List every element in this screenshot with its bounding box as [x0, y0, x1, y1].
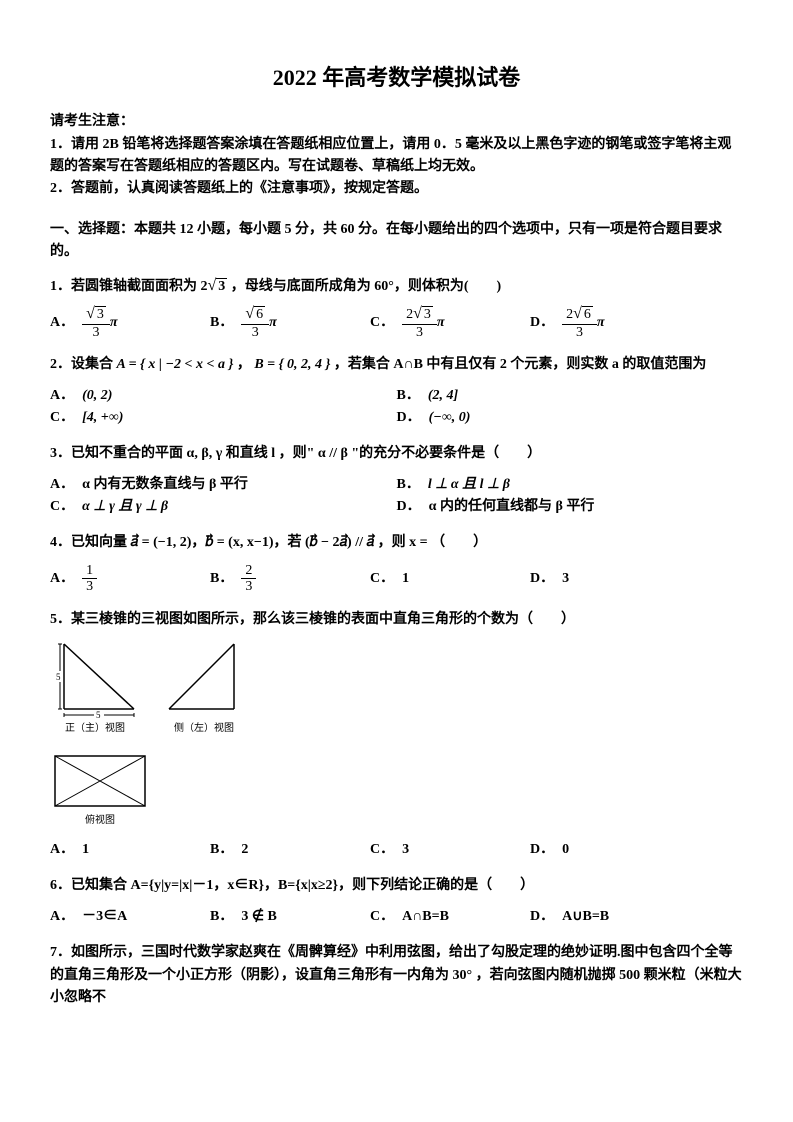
- q6-opt-B: B．3 ∉ B: [210, 906, 330, 928]
- q6-opt-C: C．A∩B=B: [370, 906, 490, 928]
- q3-options-row2: C．α ⊥ γ 且 γ ⊥ β D．α 内的任何直线都与 β 平行: [50, 496, 743, 518]
- page-title: 2022 年高考数学模拟试卷: [50, 60, 743, 95]
- question-6: 6．已知集合 A={y|y=|x|－1，x∈R}，B={x|x≥2}，则下列结论…: [50, 875, 743, 897]
- q1-opt-B: B． √63π: [210, 306, 330, 340]
- q2-prefix: 2．设集合: [50, 357, 117, 372]
- q4-opt-C: C．1: [370, 563, 490, 595]
- q5-options: A．1 B．2 C．3 D．0: [50, 839, 743, 861]
- q2-opt-A: A．(0, 2): [50, 385, 357, 407]
- q2-suffix: ，若集合 A∩B 中有且仅有 2 个元素，则实数 a 的取值范围为: [334, 357, 707, 372]
- instructions-block: 请考生注意： 1．请用 2B 铅笔将选择题答案涂填在答题纸相应位置上，请用 0．…: [50, 111, 743, 201]
- q3-options-row1: A．α 内有无数条直线与 β 平行 B．l ⊥ α 且 l ⊥ β: [50, 474, 743, 496]
- question-4: 4．已知向量 𝑎⃗ = (−1, 2)，𝑏⃗ = (x, x−1)，若 (𝑏⃗ …: [50, 532, 743, 554]
- q3-opt-A: A．α 内有无数条直线与 β 平行: [50, 474, 357, 496]
- q2-opt-B: B．(2, 4]: [397, 385, 704, 407]
- instructions-line1: 1．请用 2B 铅笔将选择题答案涂填在答题纸相应位置上，请用 0．5 毫米及以上…: [50, 134, 743, 179]
- side-view-label: 侧（左）视图: [164, 721, 244, 737]
- instructions-line2: 2．答题前，认真阅读答题纸上的《注意事项》，按规定答题。: [50, 178, 743, 200]
- q5-diagrams-row1: 5 5 正（主）视图 侧（左）视图: [50, 639, 743, 743]
- q6-opt-D: D．A∪B=B: [530, 906, 650, 928]
- q3-opt-B: B．l ⊥ α 且 l ⊥ β: [397, 474, 704, 496]
- top-view-block: 俯视图: [50, 751, 743, 829]
- front-view-label: 正（主）视图: [50, 721, 140, 737]
- instructions-heading: 请考生注意：: [50, 111, 743, 133]
- q2-setB: B = { 0, 2, 4 }: [254, 357, 330, 372]
- side-view-svg: [164, 639, 244, 719]
- side-view-block: 侧（左）视图: [164, 639, 244, 737]
- q2-options-row2: C．[4, +∞) D．(−∞, 0): [50, 407, 743, 429]
- top-view-svg: [50, 751, 150, 811]
- q1-opt-A: A． √33π: [50, 306, 170, 340]
- question-1: 1．若圆锥轴截面面积为 2√3 ，母线与底面所成角为 60°，则体积为( ): [50, 276, 743, 298]
- question-5: 5．某三棱锥的三视图如图所示，那么该三棱锥的表面中直角三角形的个数为（ ）: [50, 609, 743, 631]
- q2-setA: A = { x | −2 < x < a }: [117, 357, 234, 372]
- q2-opt-D: D．(−∞, 0): [397, 407, 704, 429]
- front-view-svg: 5 5: [50, 639, 140, 719]
- q3-opt-C: C．α ⊥ γ 且 γ ⊥ β: [50, 496, 357, 518]
- q2-options-row1: A．(0, 2) B．(2, 4]: [50, 385, 743, 407]
- front-dim-v: 5: [56, 672, 61, 682]
- section-heading: 一、选择题：本题共 12 小题，每小题 5 分，共 60 分。在每小题给出的四个…: [50, 219, 743, 264]
- q3-opt-D: D．α 内的任何直线都与 β 平行: [397, 496, 704, 518]
- question-3: 3．已知不重合的平面 α, β, γ 和直线 l ，则" α // β "的充分…: [50, 443, 743, 465]
- q6-options: A．－3∈A B．3 ∉ B C．A∩B=B D．A∪B=B: [50, 906, 743, 928]
- q4-opt-A: A．13: [50, 563, 170, 595]
- q6-opt-A: A．－3∈A: [50, 906, 170, 928]
- question-2: 2．设集合 A = { x | −2 < x < a } ， B = { 0, …: [50, 354, 743, 376]
- q5-opt-B: B．2: [210, 839, 330, 861]
- q4-opt-D: D．3: [530, 563, 650, 595]
- q2-mid: ，: [237, 357, 251, 372]
- front-view-block: 5 5 正（主）视图: [50, 639, 140, 737]
- q5-opt-A: A．1: [50, 839, 170, 861]
- front-dim-h: 5: [96, 710, 101, 719]
- q5-opt-D: D．0: [530, 839, 650, 861]
- q2-opt-C: C．[4, +∞): [50, 407, 357, 429]
- q1-opt-D: D． 2√63π: [530, 306, 650, 340]
- q4-options: A．13 B．23 C．1 D．3: [50, 563, 743, 595]
- q1-options: A． √33π B． √63π C． 2√33π D． 2√63π: [50, 306, 743, 340]
- question-7: 7．如图所示，三国时代数学家赵爽在《周髀算经》中利用弦图，给出了勾股定理的绝妙证…: [50, 942, 743, 1009]
- q1-opt-C: C． 2√33π: [370, 306, 490, 340]
- q4-opt-B: B．23: [210, 563, 330, 595]
- top-view-label: 俯视图: [50, 813, 150, 829]
- q5-opt-C: C．3: [370, 839, 490, 861]
